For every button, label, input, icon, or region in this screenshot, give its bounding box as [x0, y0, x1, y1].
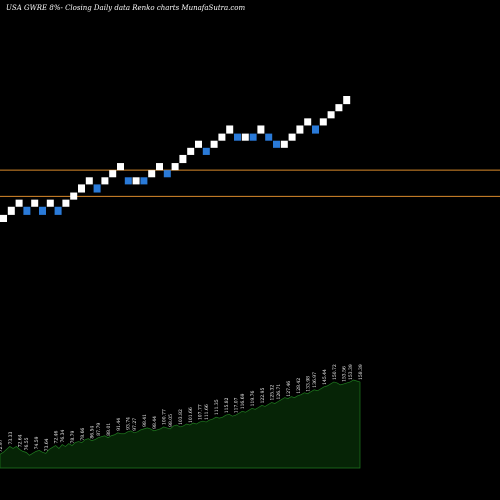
brick-6 [39, 206, 46, 215]
volume-label-21: 103.82 [178, 409, 184, 425]
brick-26 [195, 140, 202, 148]
brick-13 [93, 184, 101, 193]
brick-4 [23, 206, 31, 215]
volume-label-19: 100.77 [162, 409, 168, 425]
brick-17 [124, 177, 132, 185]
brick-8 [54, 206, 62, 215]
brick-28 [210, 140, 218, 148]
volume-label-7: 72.46 [54, 430, 60, 443]
brick-9 [62, 199, 70, 207]
volume-area [0, 379, 361, 469]
brick-1 [0, 214, 7, 222]
brick-31 [234, 133, 241, 141]
brick-25 [187, 147, 195, 155]
brick-45 [343, 96, 351, 105]
volume-label-24: 111.66 [204, 404, 210, 420]
volume-label-17: 98.41 [142, 414, 148, 427]
renko-bricks [0, 96, 351, 222]
volume-label-32: 126.71 [276, 384, 282, 400]
brick-5 [31, 199, 39, 207]
volume-label-13: 88.01 [106, 423, 112, 436]
brick-38 [288, 133, 296, 141]
brick-10 [70, 192, 78, 200]
brick-22 [163, 170, 171, 178]
brick-15 [109, 170, 117, 178]
brick-23 [171, 163, 179, 171]
brick-3 [15, 199, 23, 207]
brick-40 [304, 118, 312, 126]
volume-label-39: 153.56 [342, 366, 348, 382]
brick-33 [249, 133, 257, 141]
volume-label-34: 128.42 [296, 378, 302, 394]
volume-label-3: 72.64 [18, 434, 24, 447]
brick-18 [132, 177, 140, 185]
volume-label-10: 78.66 [80, 428, 86, 441]
chart-title: USA GWRE 8%- Closing Daily data Renko ch… [6, 4, 246, 12]
brick-16 [117, 163, 124, 171]
volume-label-28: 116.69 [240, 393, 246, 409]
volume-label-11: 86.54 [90, 426, 96, 439]
volume-label-6: 73.64 [44, 438, 50, 451]
volume-label-41: 158.39 [358, 364, 364, 380]
volume-label-15: 93.74 [126, 417, 132, 430]
brick-42 [319, 118, 327, 126]
volume-label-40: 153.39 [348, 364, 354, 380]
volume-label-5: 74.59 [34, 436, 40, 449]
volume-label-37: 145.44 [322, 369, 328, 385]
volume-label-25: 111.35 [214, 399, 220, 415]
brick-39 [296, 125, 304, 134]
brick-36 [273, 140, 280, 148]
volume-label-9: 78.79 [70, 430, 76, 443]
volume-label-27: 117.07 [234, 397, 240, 413]
volume-label-36: 136.97 [312, 372, 318, 388]
brick-35 [265, 133, 273, 141]
volume-label-12: 87.79 [96, 423, 102, 436]
brick-20 [148, 170, 156, 178]
volume-label-30: 122.95 [260, 388, 266, 404]
brick-43 [327, 111, 335, 119]
volume-label-16: 97.27 [132, 418, 138, 431]
volume-label-18: 98.44 [152, 416, 158, 429]
volume-label-33: 127.46 [286, 381, 292, 397]
volume-label-38: 150.72 [332, 364, 338, 380]
brick-21 [156, 163, 163, 171]
volume-label-2: 73.33 [8, 431, 14, 444]
volume-label-14: 91.44 [116, 418, 122, 431]
volume-label-35: 133.98 [306, 376, 312, 392]
brick-14 [101, 177, 109, 185]
brick-19 [140, 177, 148, 185]
brick-24 [179, 154, 187, 164]
volume-label-26: 115.82 [224, 397, 230, 413]
volume-label-22: 101.66 [188, 407, 194, 423]
brick-29 [218, 133, 226, 141]
brick-37 [280, 140, 288, 148]
brick-44 [335, 104, 343, 112]
volume-label-1: 72.97 [0, 439, 4, 452]
reference-lines [0, 169, 500, 197]
brick-11 [78, 184, 85, 193]
brick-41 [312, 125, 319, 134]
brick-32 [241, 133, 249, 141]
brick-2 [7, 206, 15, 215]
volume-label-23: 107.77 [198, 404, 204, 420]
brick-27 [202, 147, 210, 155]
brick-7 [46, 199, 54, 207]
volume-labels: 72.97 73.33 72.64 76.55 74.59 73.64 72.46 76.34… [0, 364, 364, 452]
volume-label-4: 76.55 [24, 437, 30, 450]
volume-label-20: 98.05 [168, 414, 174, 427]
volume-label-31: 125.32 [270, 385, 276, 401]
volume-label-8: 76.34 [60, 430, 66, 443]
brick-30 [226, 125, 234, 134]
brick-34 [257, 125, 265, 134]
brick-12 [85, 177, 93, 185]
volume-label-29: 119.76 [250, 390, 256, 406]
volume-fill [0, 379, 361, 469]
